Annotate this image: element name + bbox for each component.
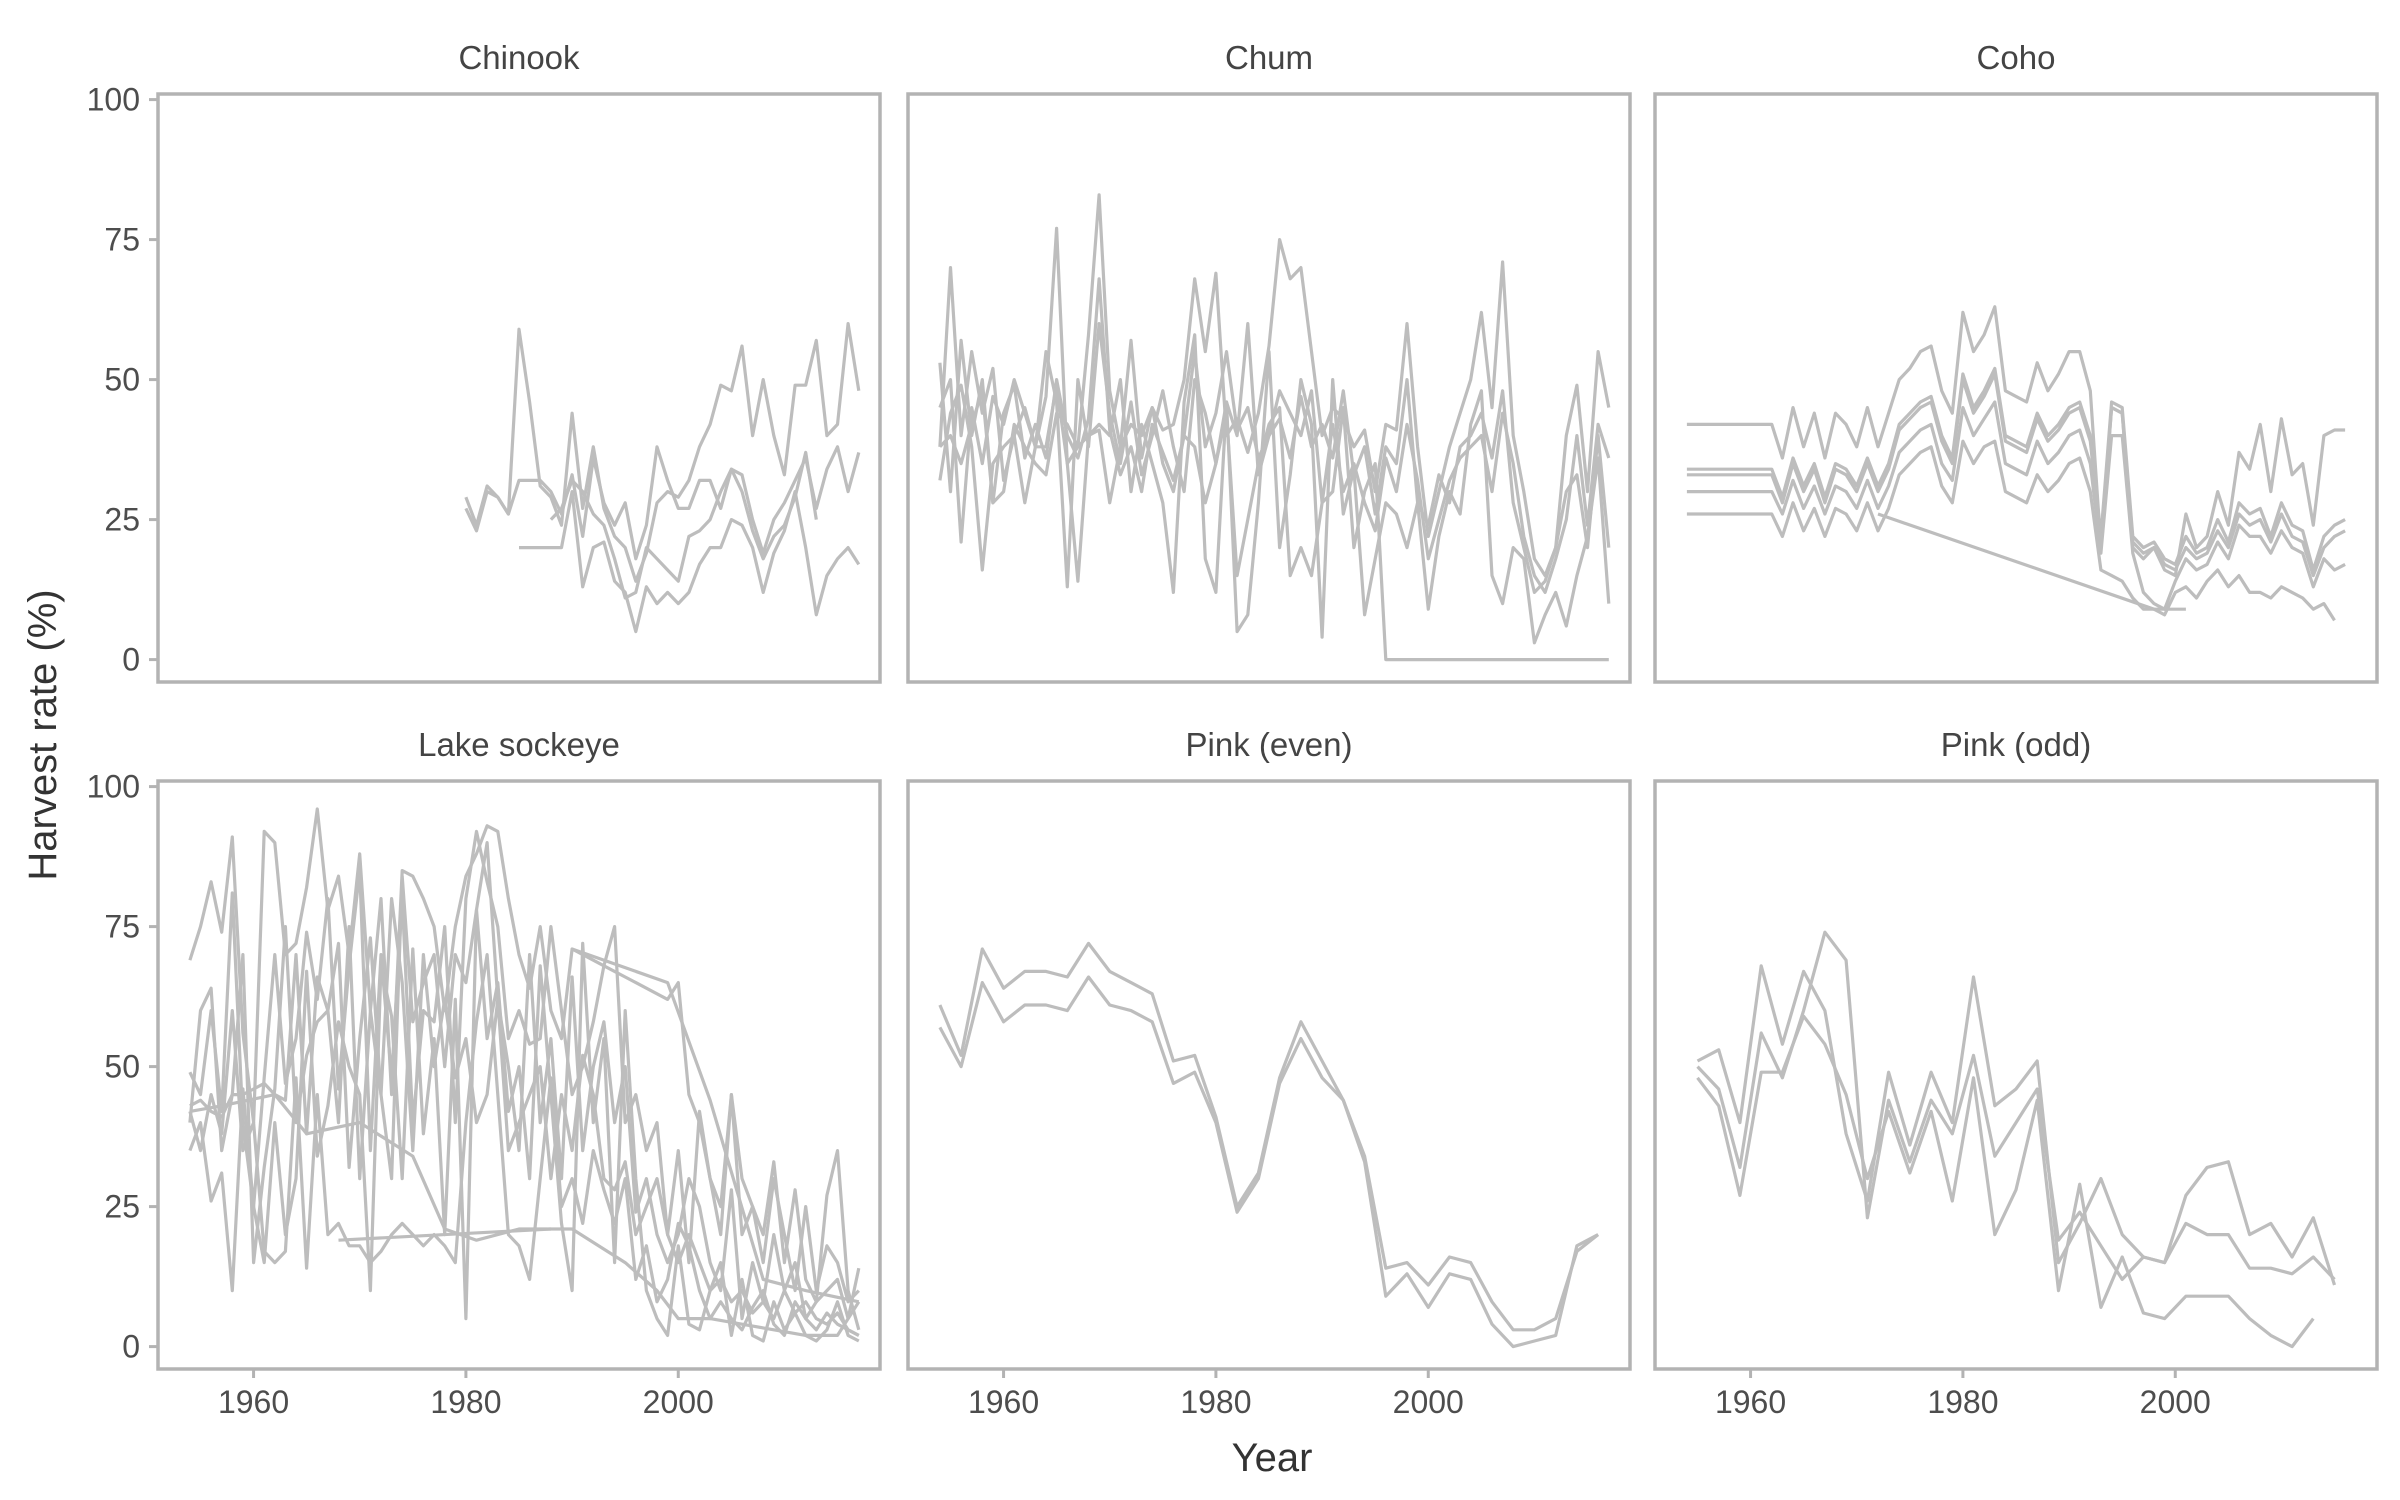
series-line-1: [188, 807, 861, 1331]
series-line-4: [938, 383, 1609, 662]
y-tick-label: 25: [104, 502, 140, 538]
series-line-2: [1696, 930, 2337, 1286]
series-line-3: [519, 490, 861, 634]
x-tick-label: 1980: [430, 1384, 501, 1420]
x-tick-label: 1960: [1715, 1384, 1786, 1420]
panel-lake-sockeye: Lake sockeye 0 25 50 75 100 1960 1980 2000: [87, 726, 882, 1420]
panel-title: Pink (even): [1186, 726, 1353, 763]
series-group: [1686, 305, 2346, 622]
panel-frame: [1653, 779, 2379, 1371]
panel-pink-even: Pink (even) 1960 1980 2000: [906, 726, 1632, 1420]
series-line-1: [938, 193, 1611, 578]
series-group: [464, 322, 861, 634]
panel-frame: [1653, 92, 2379, 684]
series-group: [188, 807, 861, 1343]
series-line-3: [1696, 1014, 2315, 1349]
series-line-5: [1686, 439, 2336, 622]
series-line-4: [1686, 400, 2346, 611]
panel-frame: [906, 92, 1632, 684]
panel-frame: [156, 92, 882, 684]
series-line-1: [464, 322, 861, 583]
series-line-4: [549, 450, 818, 600]
y-tick-label: 75: [104, 909, 140, 945]
y-tick-label: 50: [104, 362, 140, 398]
series-line-1: [1696, 964, 2336, 1281]
series-line-2: [938, 975, 1599, 1349]
panel-frame: [156, 779, 882, 1371]
panel-title: Lake sockeye: [418, 726, 620, 763]
series-line-6: [1877, 512, 2186, 611]
series-group: [938, 941, 1600, 1349]
series-line-9: [571, 947, 860, 1304]
series-line-3: [1686, 372, 2346, 578]
panel-title: Chinook: [458, 39, 580, 76]
series-line-3: [188, 840, 861, 1321]
y-tick-label: 0: [122, 642, 140, 678]
y-tick-label: 50: [104, 1049, 140, 1085]
panels-layer: Chinook 0 25 50 75 100 Chum Coho Lake sockeye 0 25…: [87, 39, 2379, 1420]
x-tick-label: 1980: [1180, 1384, 1251, 1420]
panel-title: Chum: [1225, 39, 1313, 76]
series-line-5: [188, 952, 860, 1338]
panel-title: Coho: [1977, 39, 2056, 76]
y-tick-label: 100: [87, 82, 140, 118]
series-line-2: [1686, 366, 2346, 572]
y-axis-title: Harvest rate (%): [21, 589, 65, 880]
panel-title: Pink (odd): [1941, 726, 2091, 763]
x-tick-label: 2000: [1393, 1384, 1464, 1420]
series-line-4: [188, 908, 860, 1343]
panel-chinook: Chinook 0 25 50 75 100: [87, 39, 882, 684]
y-tick-label: 25: [104, 1189, 140, 1225]
x-tick-label: 2000: [643, 1384, 714, 1420]
series-group: [938, 193, 1611, 662]
y-tick-label: 100: [87, 769, 140, 805]
panel-coho: Coho: [1653, 39, 2379, 684]
panel-chum: Chum: [906, 39, 1632, 684]
x-axis-title: Year: [1232, 1436, 1313, 1480]
series-line-7: [189, 1092, 861, 1338]
y-tick-label: 0: [122, 1329, 140, 1365]
x-tick-label: 2000: [2140, 1384, 2211, 1420]
x-tick-label: 1960: [218, 1384, 289, 1420]
series-line-1: [1686, 305, 2346, 578]
panel-pink-odd: Pink (odd) 1960 1980 2000: [1653, 726, 2379, 1420]
x-tick-label: 1960: [968, 1384, 1039, 1420]
y-tick-label: 75: [104, 222, 140, 258]
panel-frame: [906, 779, 1632, 1371]
x-tick-label: 1980: [1927, 1384, 1998, 1420]
series-line-5: [938, 333, 1611, 645]
series-line-2: [464, 445, 861, 561]
series-group: [1696, 930, 2337, 1349]
series-line-6: [189, 896, 860, 1337]
series-line-8: [338, 1227, 551, 1242]
